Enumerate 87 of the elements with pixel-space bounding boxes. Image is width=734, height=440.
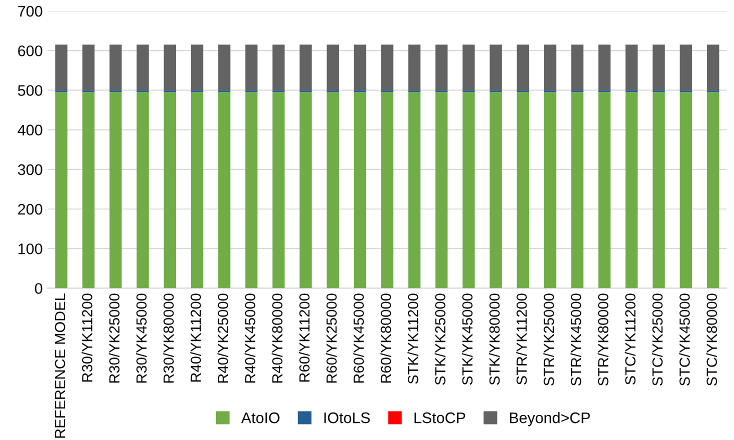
bar	[516, 44, 530, 90]
x-tick-label: R60/YK45000	[353, 294, 364, 383]
bar	[680, 44, 692, 90]
bar	[272, 44, 285, 90]
y-tick-label: 100	[18, 243, 42, 254]
bar	[164, 92, 176, 288]
bar	[571, 92, 584, 288]
bar	[381, 92, 394, 288]
bar	[136, 44, 149, 90]
y-tick-label: 400	[18, 124, 42, 136]
bar	[652, 44, 665, 90]
x-tick-label: R30/YK11200	[82, 294, 92, 382]
y-tick-label: 600	[18, 45, 42, 56]
y-tick-label: 200	[18, 204, 42, 215]
bar	[625, 92, 638, 288]
x-tick-label: R60/YK25000	[326, 294, 337, 383]
bar	[544, 92, 556, 288]
bar	[680, 92, 692, 288]
bar	[190, 44, 204, 90]
x-tick-label: R30/YK80000	[163, 294, 174, 383]
legend-label: IOtoLS	[324, 412, 370, 424]
bar	[136, 92, 149, 288]
x-tick-label: STC/YK45000	[679, 294, 690, 386]
bar	[462, 92, 475, 288]
legend-label: AtoIO	[241, 412, 280, 424]
bar	[571, 44, 584, 90]
x-tick-label: STR/YK25000	[543, 294, 554, 386]
bar	[516, 92, 530, 288]
bar	[300, 44, 312, 90]
x-tick-label: STK/YK11200	[408, 294, 418, 384]
x-tick-label: STK/YK25000	[434, 294, 446, 385]
bar	[408, 92, 420, 288]
y-tick-label: 0	[34, 283, 42, 294]
x-tick-label: R30/YK25000	[108, 294, 120, 383]
bar	[326, 44, 339, 90]
bar	[652, 92, 665, 288]
bar	[462, 44, 475, 90]
y-tick-label: 300	[18, 164, 42, 176]
bar	[218, 92, 230, 288]
x-tick-label: R30/YK45000	[136, 294, 147, 383]
x-tick-label: REFERENCE MODEL	[54, 294, 66, 438]
bar	[245, 92, 258, 288]
bar	[381, 44, 394, 90]
bar	[55, 92, 68, 288]
bar	[435, 92, 448, 288]
x-tick-label: R40/YK11200	[190, 294, 201, 382]
x-tick-label: R40/YK80000	[272, 294, 282, 383]
bar	[245, 44, 258, 90]
bar	[544, 44, 556, 90]
x-tick-label: R60/YK80000	[380, 294, 392, 383]
x-tick-label: R40/YK25000	[217, 294, 228, 383]
bar	[490, 44, 502, 90]
x-tick-label: STK/YK80000	[489, 294, 500, 385]
x-tick-label: R40/YK45000	[244, 294, 256, 383]
bar	[109, 92, 122, 288]
bar	[706, 92, 720, 288]
bar	[598, 92, 611, 288]
y-tick-label: 500	[18, 85, 42, 96]
bar	[190, 92, 204, 288]
bar	[326, 92, 339, 288]
x-tick-label: STR/YK11200	[516, 294, 527, 385]
y-tick-label: 700	[18, 6, 42, 17]
x-tick-label: STK/YK45000	[462, 294, 473, 385]
bar	[164, 44, 176, 90]
bar	[300, 92, 312, 288]
legend-label: Beyond>CP	[510, 412, 590, 426]
bar	[55, 44, 68, 90]
bar	[490, 92, 502, 288]
legend-label: LStoCP	[414, 412, 466, 424]
x-tick-label: STC/YK11200	[624, 294, 636, 385]
bar	[82, 44, 95, 90]
x-tick-label: R60/YK11200	[298, 294, 310, 382]
bar	[354, 44, 366, 90]
x-tick-label: STC/YK25000	[652, 294, 663, 386]
bar	[598, 44, 611, 90]
bar	[109, 44, 122, 90]
bar	[82, 92, 95, 288]
x-tick-label: STC/YK80000	[706, 294, 717, 386]
x-tick-label: STR/YK80000	[598, 294, 608, 386]
bar	[625, 44, 638, 90]
bar	[408, 44, 420, 90]
bar	[272, 92, 285, 288]
bar	[435, 44, 448, 90]
bar	[218, 44, 230, 90]
bar	[706, 44, 720, 90]
x-tick-label: STR/YK45000	[570, 294, 582, 386]
bar	[354, 92, 366, 288]
